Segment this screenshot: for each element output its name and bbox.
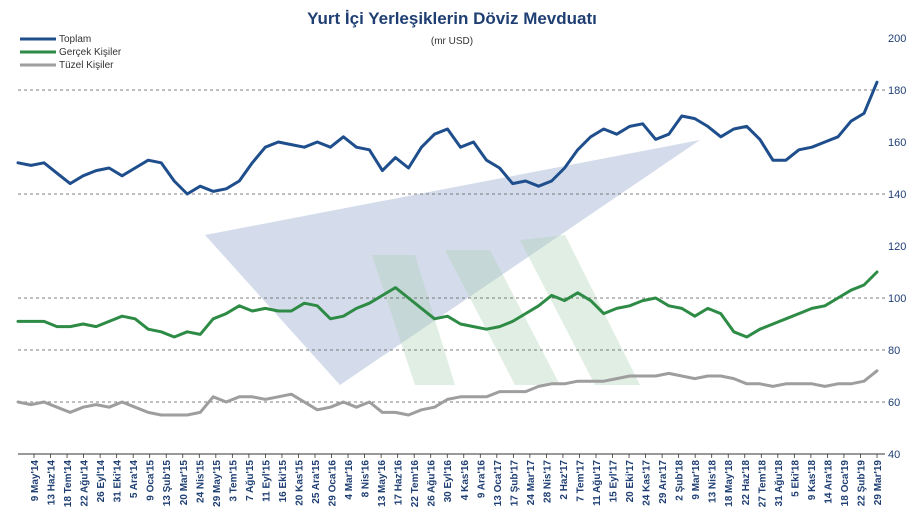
legend-label-tuzel-kisiler: Tüzel Kişiler	[59, 60, 114, 71]
x-tick-label: 18 Oca'19	[840, 460, 851, 507]
x-tick-label: 9 Mar'18	[691, 460, 702, 500]
x-tick-label: 13 Haz'14	[47, 460, 58, 506]
x-tick-label: 9 Oca'15	[146, 460, 157, 501]
x-tick-label: 9 Kas'18	[807, 460, 818, 501]
x-tick-label: 13 Oca'17	[493, 460, 504, 507]
x-tick-label: 29 Mar'19	[873, 460, 884, 506]
y-tick-label: 60	[888, 397, 900, 409]
series-line-gercek-kisiler	[16, 270, 879, 339]
x-tick-label: 15 Eyl'17	[609, 460, 620, 503]
watermark-logo	[205, 140, 700, 385]
series-line-toplam	[16, 80, 879, 196]
x-tick-label: 20 Eki'17	[625, 460, 636, 503]
x-tick-label: 4 Mar'16	[344, 460, 355, 500]
x-tick-label: 9 May'14	[30, 460, 41, 502]
x-tick-label: 24 Mar'17	[526, 460, 537, 506]
x-tick-label: 27 Tem'18	[757, 460, 768, 508]
x-tick-label: 7 Tem'17	[575, 460, 586, 502]
x-tick-label: 11 Ağu'17	[592, 460, 603, 506]
x-tick-label: 29 May'15	[212, 460, 223, 507]
x-tick-label: 22 Haz'18	[741, 460, 752, 506]
x-tick-label: 11 Eyl'15	[261, 460, 272, 502]
x-tick-label: 16 Eki'15	[278, 460, 289, 503]
y-tick-label: 180	[888, 85, 906, 97]
x-tick-label: 13 Nis'18	[708, 460, 719, 503]
y-axis-ticks: 40 60 80 100 120 140 160 180 200	[888, 33, 906, 461]
x-tick-label: 18 Tem'14	[63, 460, 74, 508]
x-tick-label: 22 Ağu'14	[80, 460, 91, 507]
y-tick-label: 140	[888, 189, 906, 201]
x-tick-label: 13 May'16	[377, 460, 388, 507]
x-tick-label: 25 Ara'15	[311, 460, 322, 504]
x-tick-label: 22 Tem'16	[410, 460, 421, 508]
y-tick-label: 120	[888, 241, 906, 253]
y-tick-label: 80	[888, 345, 900, 357]
legend-label-toplam: Toplam	[59, 34, 91, 45]
x-tick-label: 2 Haz'17	[559, 460, 570, 500]
x-tick-label: 3 Tem'15	[228, 460, 239, 502]
x-axis-ticks: 9 May'14 13 Haz'14 18 Tem'14 22 Ağu'14 26 Ey…	[30, 454, 884, 507]
x-tick-label: 30 Eyl'16	[443, 460, 454, 503]
x-tick-label: 26 Eyl'14	[96, 460, 107, 503]
x-tick-label: 22 Şub'19	[856, 460, 867, 507]
x-tick-label: 17 Şub'17	[509, 460, 520, 507]
x-tick-label: 4 Kas'16	[460, 460, 471, 501]
x-tick-label: 20 Kas'15	[294, 460, 305, 506]
x-tick-label: 5 Ara'14	[129, 460, 140, 499]
x-tick-label: 20 Mar'15	[179, 460, 190, 506]
x-tick-label: 5 Eki'18	[790, 460, 801, 497]
x-tick-label: 24 Nis'15	[195, 460, 206, 503]
x-tick-label: 28 Nis'17	[542, 460, 553, 503]
x-tick-label: 17 Haz'16	[394, 460, 405, 506]
y-tick-label: 40	[888, 449, 900, 461]
x-tick-label: 7 Ağu'15	[245, 460, 256, 501]
chart-subtitle: (mr USD)	[431, 36, 473, 47]
x-tick-label: 31 Ağu'18	[774, 460, 785, 507]
x-tick-label: 29 Oca'16	[328, 460, 339, 507]
x-tick-label: 9 Ara'16	[476, 460, 487, 499]
x-tick-label: 8 Nis'16	[361, 460, 372, 498]
series-line-tuzel-kisiler	[16, 369, 879, 417]
series-lines	[16, 80, 879, 417]
legend: Toplam Gerçek Kişiler Tüzel Kişiler	[20, 34, 122, 71]
x-tick-label: 14 Ara'18	[823, 460, 834, 504]
x-tick-label: 2 Şub'18	[675, 460, 686, 501]
x-tick-label: 24 Kas'17	[642, 460, 653, 506]
x-tick-label: 26 Ağu'16	[427, 460, 438, 507]
x-tick-label: 13 Şub'15	[162, 460, 173, 507]
y-tick-label: 100	[888, 293, 906, 305]
x-tick-label: 29 Ara'17	[658, 460, 669, 504]
x-tick-label: 31 Eki'14	[113, 460, 124, 503]
chart-title: Yurt İçi Yerleşiklerin Döviz Mevduatı	[307, 9, 597, 28]
y-tick-label: 200	[888, 33, 906, 45]
legend-label-gercek-kisiler: Gerçek Kişiler	[59, 47, 122, 58]
y-tick-label: 160	[888, 137, 906, 149]
x-tick-label: 18 May'18	[724, 460, 735, 507]
